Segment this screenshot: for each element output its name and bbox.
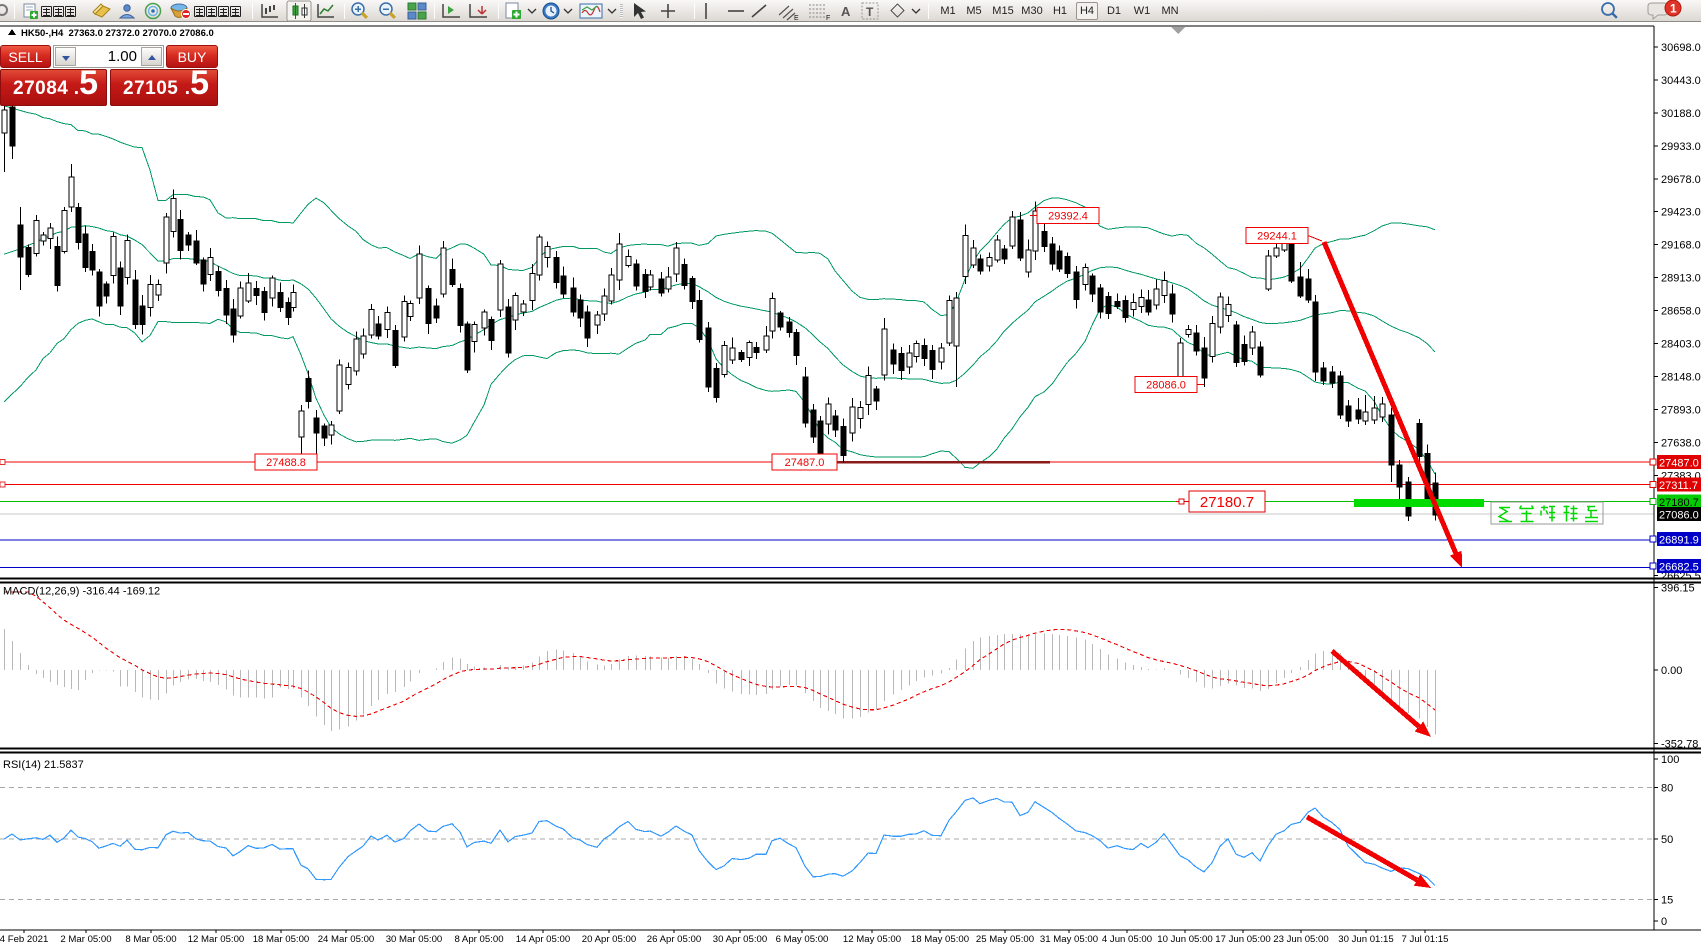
svg-text:26891.9: 26891.9 [1659, 534, 1699, 546]
svg-text:27893.0: 27893.0 [1661, 405, 1701, 417]
svg-text:28658.0: 28658.0 [1661, 306, 1701, 318]
svg-text:4 Feb 2021: 4 Feb 2021 [0, 934, 48, 944]
svg-text:E: E [794, 15, 799, 22]
svg-text:29678.0: 29678.0 [1661, 174, 1701, 186]
svg-text:29423.0: 29423.0 [1661, 207, 1701, 219]
svg-text:80: 80 [1661, 783, 1673, 795]
svg-text:26 Apr 05:00: 26 Apr 05:00 [647, 934, 701, 944]
svg-text:0.00: 0.00 [1661, 665, 1682, 677]
svg-text:A: A [841, 4, 851, 19]
svg-text:30698.0: 30698.0 [1661, 42, 1701, 54]
svg-text:27086.0: 27086.0 [1659, 509, 1699, 521]
svg-text:-352.78: -352.78 [1661, 738, 1698, 750]
svg-text:27488.8: 27488.8 [266, 457, 306, 469]
svg-text:14 Apr 05:00: 14 Apr 05:00 [516, 934, 570, 944]
svg-text:30 Apr 05:00: 30 Apr 05:00 [713, 934, 767, 944]
svg-text:20 Apr 05:00: 20 Apr 05:00 [582, 934, 636, 944]
svg-text:26625.5: 26625.5 [1661, 570, 1701, 582]
svg-text:2 Mar 05:00: 2 Mar 05:00 [60, 934, 111, 944]
svg-text:MACD(12,26,9) -316.44 -169.12: MACD(12,26,9) -316.44 -169.12 [3, 586, 160, 598]
svg-text:18 May 05:00: 18 May 05:00 [911, 934, 969, 944]
svg-text:6 May 05:00: 6 May 05:00 [776, 934, 829, 944]
svg-text:F: F [826, 15, 830, 22]
svg-text:27638.0: 27638.0 [1661, 438, 1701, 450]
svg-text:15: 15 [1661, 895, 1673, 907]
svg-text:31 May 05:00: 31 May 05:00 [1040, 934, 1098, 944]
svg-text:27487.0: 27487.0 [1659, 458, 1699, 470]
svg-text:27180.7: 27180.7 [1659, 497, 1699, 509]
svg-text:28403.0: 28403.0 [1661, 339, 1701, 351]
svg-text:29244.1: 29244.1 [1257, 231, 1297, 243]
svg-text:29168.0: 29168.0 [1661, 240, 1701, 252]
svg-text:27311.7: 27311.7 [1659, 480, 1698, 492]
svg-text:30 Mar 05:00: 30 Mar 05:00 [386, 934, 443, 944]
svg-text:28148.0: 28148.0 [1661, 372, 1701, 384]
svg-text:396.15: 396.15 [1661, 582, 1695, 594]
svg-text:17 Jun 05:00: 17 Jun 05:00 [1215, 934, 1270, 944]
svg-text:4 Jun 05:00: 4 Jun 05:00 [1102, 934, 1152, 944]
svg-text:12 May 05:00: 12 May 05:00 [843, 934, 901, 944]
svg-text:12 Mar 05:00: 12 Mar 05:00 [188, 934, 245, 944]
svg-text:23 Jun 05:00: 23 Jun 05:00 [1273, 934, 1328, 944]
svg-text:28086.0: 28086.0 [1146, 380, 1186, 392]
svg-text:7 Jul 01:15: 7 Jul 01:15 [1402, 934, 1449, 944]
svg-text:30 Jun 01:15: 30 Jun 01:15 [1338, 934, 1393, 944]
svg-text:10 Jun 05:00: 10 Jun 05:00 [1157, 934, 1212, 944]
svg-text:24 Mar 05:00: 24 Mar 05:00 [318, 934, 375, 944]
svg-text:8 Mar 05:00: 8 Mar 05:00 [125, 934, 176, 944]
svg-text:29392.4: 29392.4 [1048, 211, 1088, 223]
svg-text:27487.0: 27487.0 [785, 457, 825, 469]
svg-text:27180.7: 27180.7 [1200, 494, 1254, 511]
svg-text:25 May 05:00: 25 May 05:00 [976, 934, 1034, 944]
svg-text:29933.0: 29933.0 [1661, 141, 1701, 153]
svg-text:26682.5: 26682.5 [1659, 562, 1699, 574]
svg-text:RSI(14) 21.5837: RSI(14) 21.5837 [3, 759, 84, 771]
svg-text:0: 0 [1661, 916, 1667, 928]
svg-text:28913.0: 28913.0 [1661, 273, 1701, 285]
svg-text:18 Mar 05:00: 18 Mar 05:00 [253, 934, 310, 944]
svg-text:50: 50 [1661, 834, 1673, 846]
svg-text:T: T [866, 5, 874, 19]
svg-text:8 Apr 05:00: 8 Apr 05:00 [454, 934, 503, 944]
svg-text:100: 100 [1661, 754, 1679, 766]
svg-text:30443.0: 30443.0 [1661, 75, 1701, 87]
svg-text:1: 1 [1670, 2, 1677, 16]
svg-text:30188.0: 30188.0 [1661, 108, 1701, 120]
